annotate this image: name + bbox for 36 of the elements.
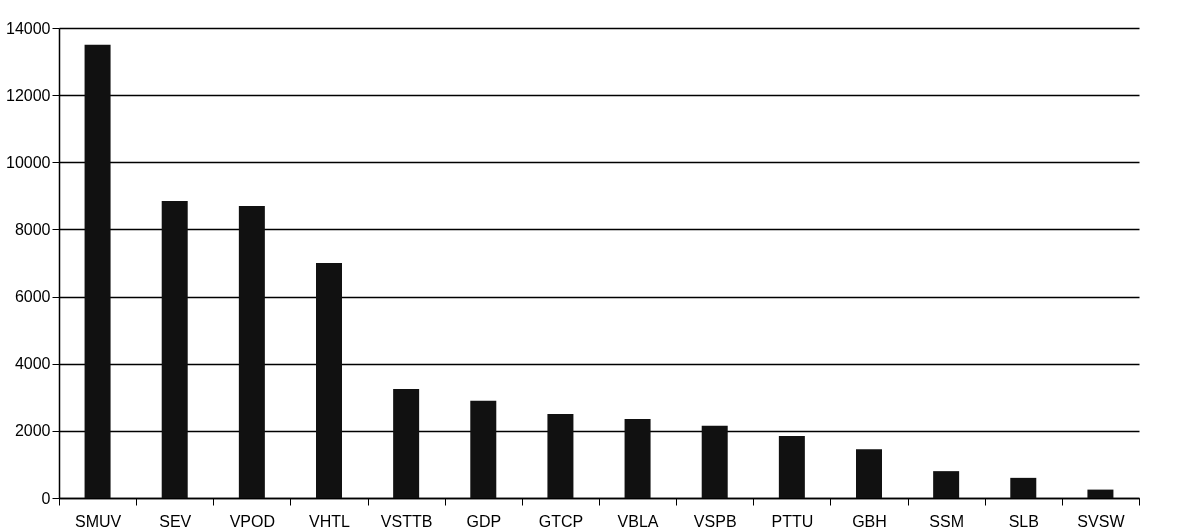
x-tick-label: GTCP bbox=[538, 512, 584, 530]
x-tick-label: GBH bbox=[852, 512, 887, 530]
bar bbox=[701, 425, 728, 498]
y-tick-label: 4000 bbox=[14, 355, 51, 373]
x-tick-label: VPOD bbox=[229, 512, 276, 530]
bar bbox=[316, 263, 342, 498]
bar bbox=[1087, 489, 1114, 498]
bar bbox=[470, 400, 497, 498]
bar bbox=[933, 471, 960, 498]
x-tick-label: GDP bbox=[466, 512, 502, 530]
y-tick-label: 10000 bbox=[6, 153, 51, 171]
x-tick-label: VBLA bbox=[617, 512, 659, 530]
bar bbox=[1010, 477, 1037, 498]
x-tick-label: SSM bbox=[929, 512, 964, 530]
x-tick-label: SLB bbox=[1008, 512, 1039, 530]
bar bbox=[778, 435, 805, 498]
x-tick-label: VSPB bbox=[693, 512, 737, 530]
bar bbox=[856, 449, 882, 498]
y-tick-label: 12000 bbox=[6, 86, 51, 104]
x-tick-label: VHTL bbox=[309, 512, 351, 530]
bar bbox=[161, 200, 188, 498]
y-tick-label: 6000 bbox=[14, 288, 51, 306]
bar bbox=[84, 44, 111, 498]
y-tick-label: 14000 bbox=[6, 19, 51, 37]
y-tick-label: 0 bbox=[41, 489, 51, 507]
x-tick-label: SEV bbox=[159, 512, 192, 530]
x-tick-label: PTTU bbox=[771, 512, 814, 530]
bar bbox=[547, 414, 574, 498]
y-tick-label: 8000 bbox=[14, 220, 51, 238]
x-tick-label: SVSW bbox=[1077, 512, 1126, 530]
bar bbox=[624, 419, 651, 498]
bar bbox=[393, 388, 420, 498]
x-tick-label: SMUV bbox=[74, 512, 122, 530]
x-tick-label: VSTTB bbox=[380, 512, 433, 530]
bar bbox=[238, 205, 265, 498]
y-tick-label: 2000 bbox=[14, 422, 51, 440]
